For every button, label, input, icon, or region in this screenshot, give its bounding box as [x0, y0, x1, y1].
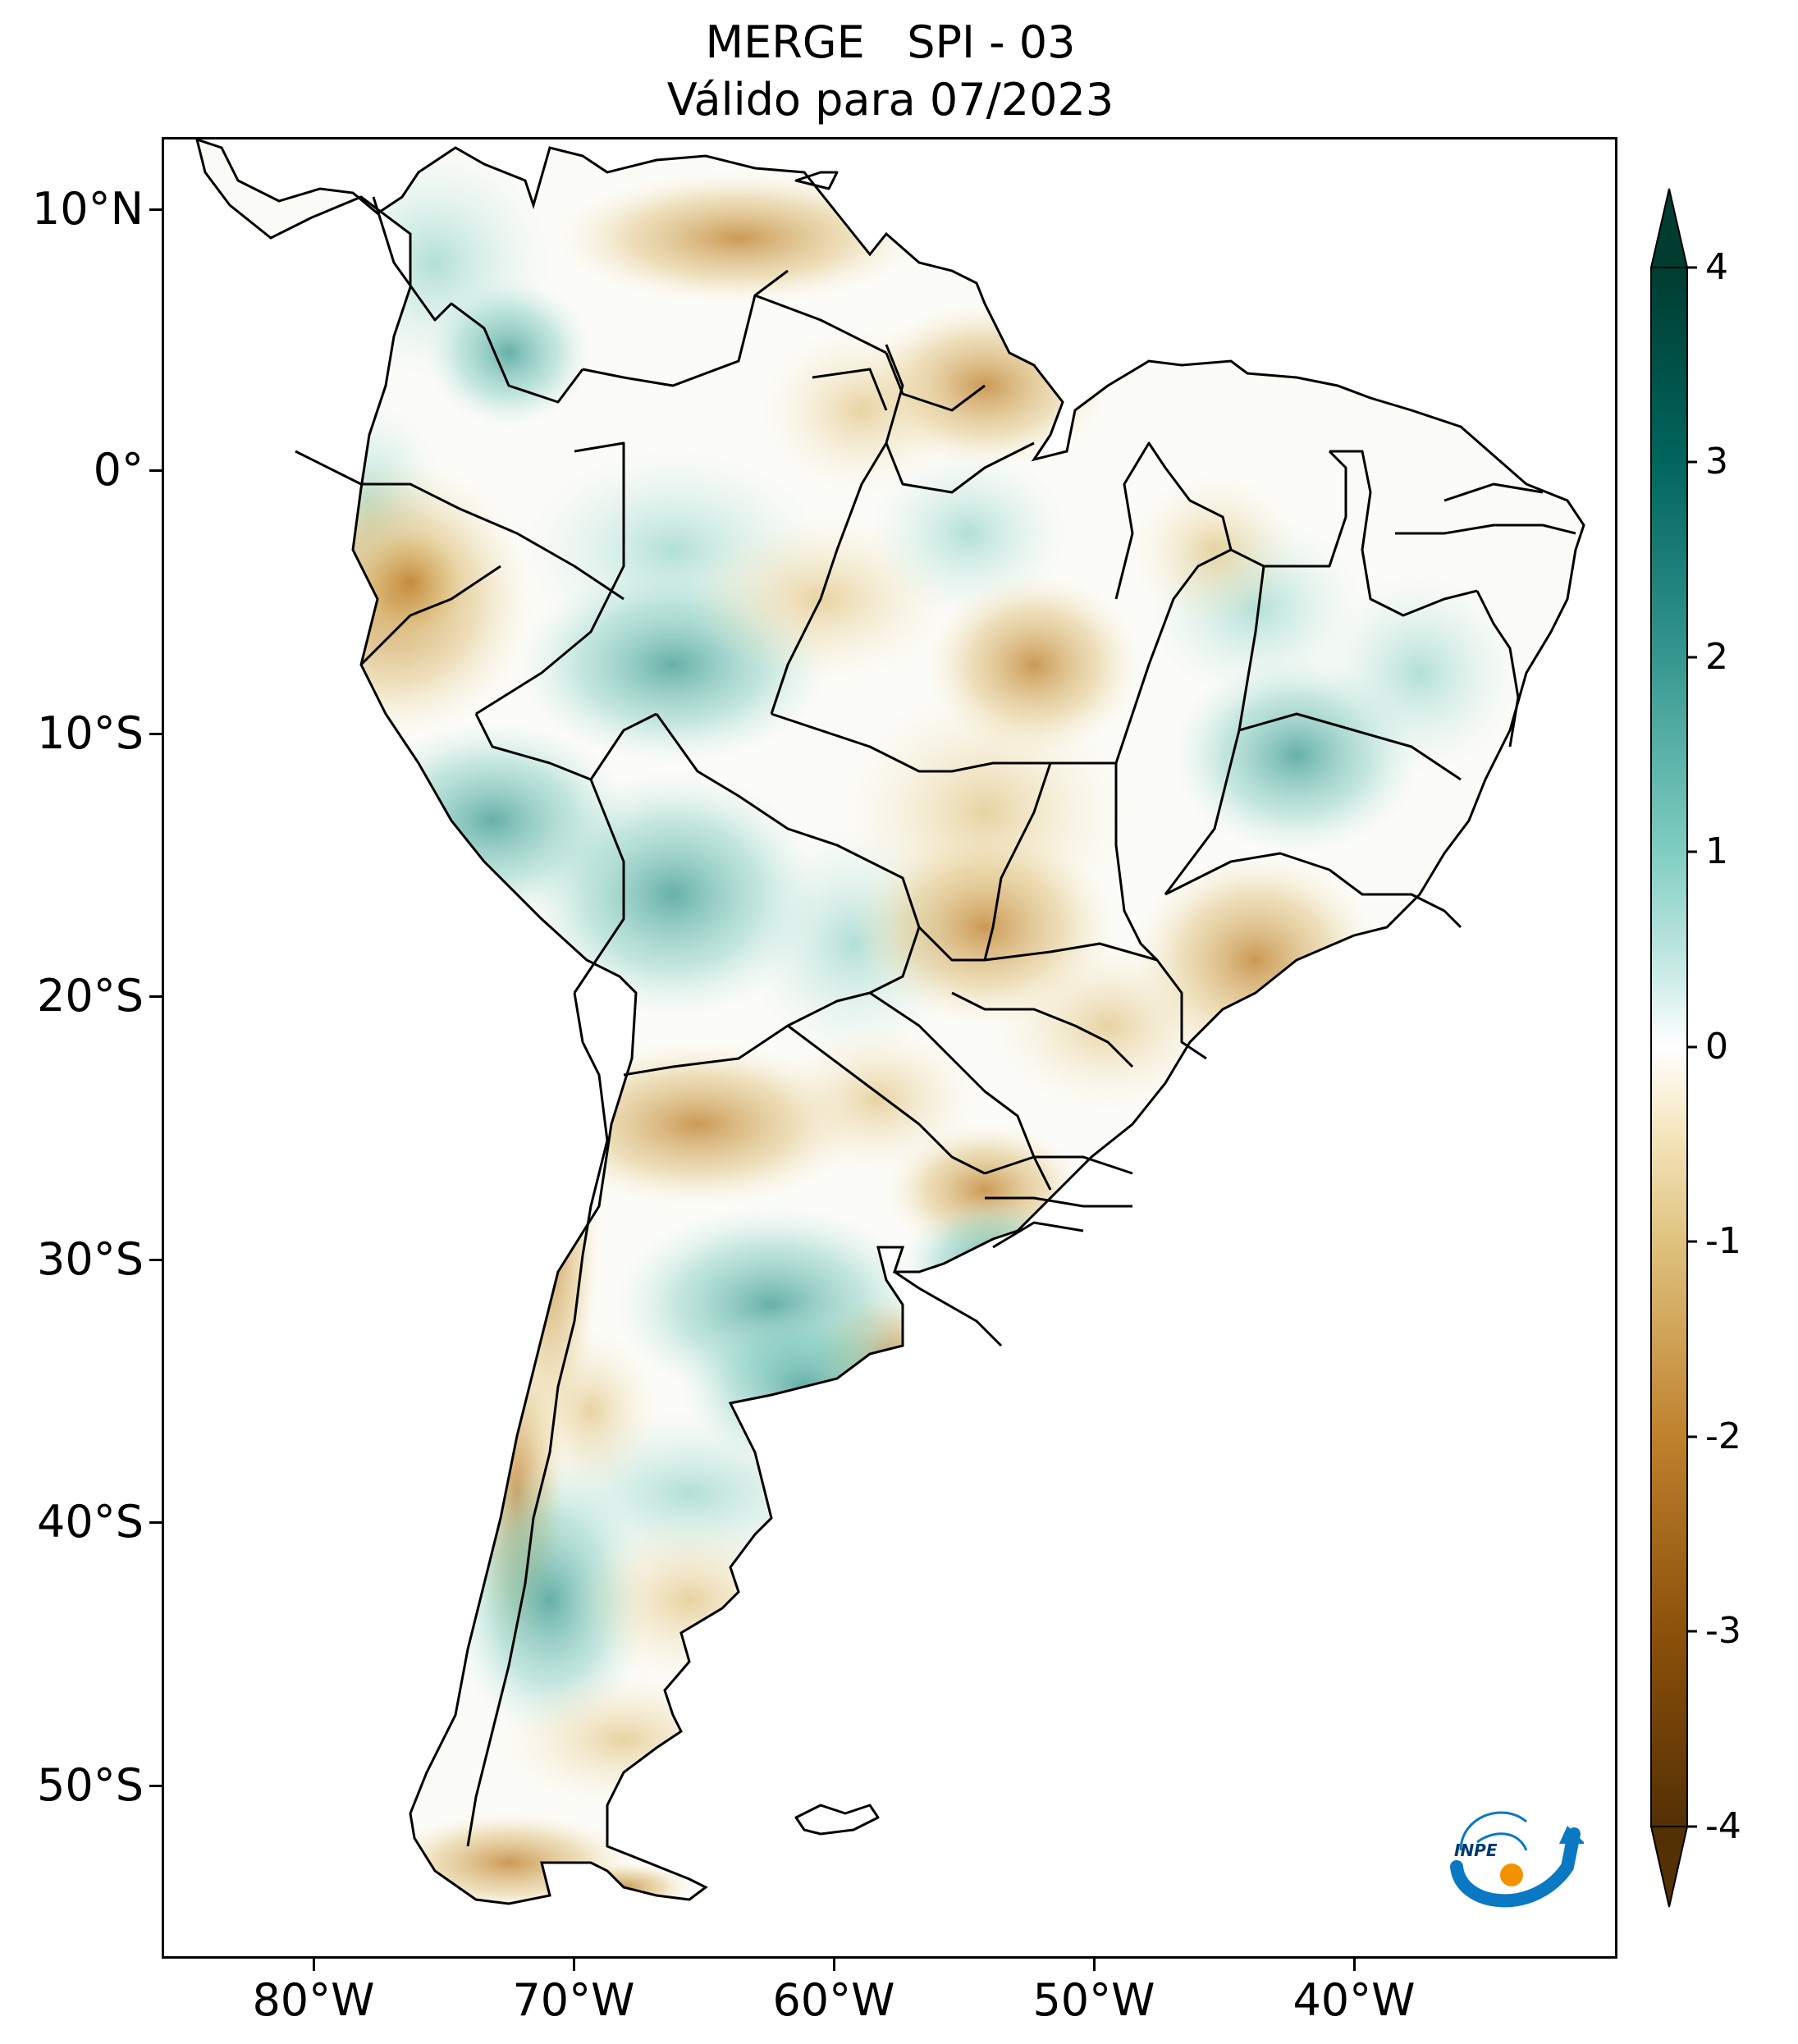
lon-label-40w: 40°W: [1292, 1974, 1416, 2026]
lon-tick: [1093, 1959, 1096, 1971]
lon-label-80w: 80°W: [252, 1974, 375, 2026]
lon-label-70w: 70°W: [512, 1974, 635, 2026]
colorbar-label: 2: [1705, 636, 1728, 678]
lat-label-0: 0°: [93, 444, 144, 496]
lon-tick: [833, 1959, 835, 1971]
political-borders: [295, 171, 1576, 1847]
lat-tick: [149, 995, 162, 998]
colorbar-label: -2: [1705, 1415, 1741, 1457]
colorbar-label: 3: [1705, 441, 1728, 482]
lon-tick: [313, 1959, 315, 1971]
lon-tick: [1353, 1959, 1356, 1971]
colorbar-label: 0: [1705, 1026, 1728, 1068]
lat-label-30s: 30°S: [37, 1233, 144, 1285]
map-frame: [162, 137, 1617, 1959]
colorbar-label: 1: [1705, 830, 1728, 872]
lat-tick: [149, 1259, 162, 1261]
map-title-line1: MERGE SPI - 03: [705, 16, 1076, 68]
lat-tick: [149, 733, 162, 735]
lat-tick: [149, 1785, 162, 1787]
lon-label-60w: 60°W: [772, 1974, 895, 2026]
lat-tick: [149, 469, 162, 472]
colorbar-label: -3: [1705, 1610, 1741, 1652]
inpe-logo: [1450, 1811, 1584, 1908]
spi-colorbar: [1649, 188, 1697, 1908]
south-america-map: [195, 139, 1585, 1905]
inpe-logo-text: INPE: [1454, 1841, 1498, 1860]
lat-label-10n: 10°N: [31, 183, 144, 235]
lon-tick: [573, 1959, 575, 1971]
lat-tick: [149, 1521, 162, 1524]
colorbar-label: -4: [1705, 1805, 1741, 1847]
lat-label-50s: 50°S: [37, 1759, 144, 1811]
lat-tick: [149, 208, 162, 211]
colorbar-extend-top: [1649, 188, 1689, 268]
lat-label-10s: 10°S: [37, 707, 144, 759]
lon-label-50w: 50°W: [1032, 1974, 1155, 2026]
colorbar-ticks: [1687, 266, 1697, 1828]
lat-label-20s: 20°S: [37, 970, 144, 1022]
map-title-line2: Válido para 07/2023: [666, 74, 1114, 126]
colorbar-label: -1: [1705, 1220, 1741, 1262]
colorbar-extend-bottom: [1649, 1826, 1689, 1908]
lat-label-40s: 40°S: [37, 1496, 144, 1548]
colorbar-label: 4: [1705, 246, 1728, 288]
colorbar-gradient: [1650, 267, 1688, 1827]
